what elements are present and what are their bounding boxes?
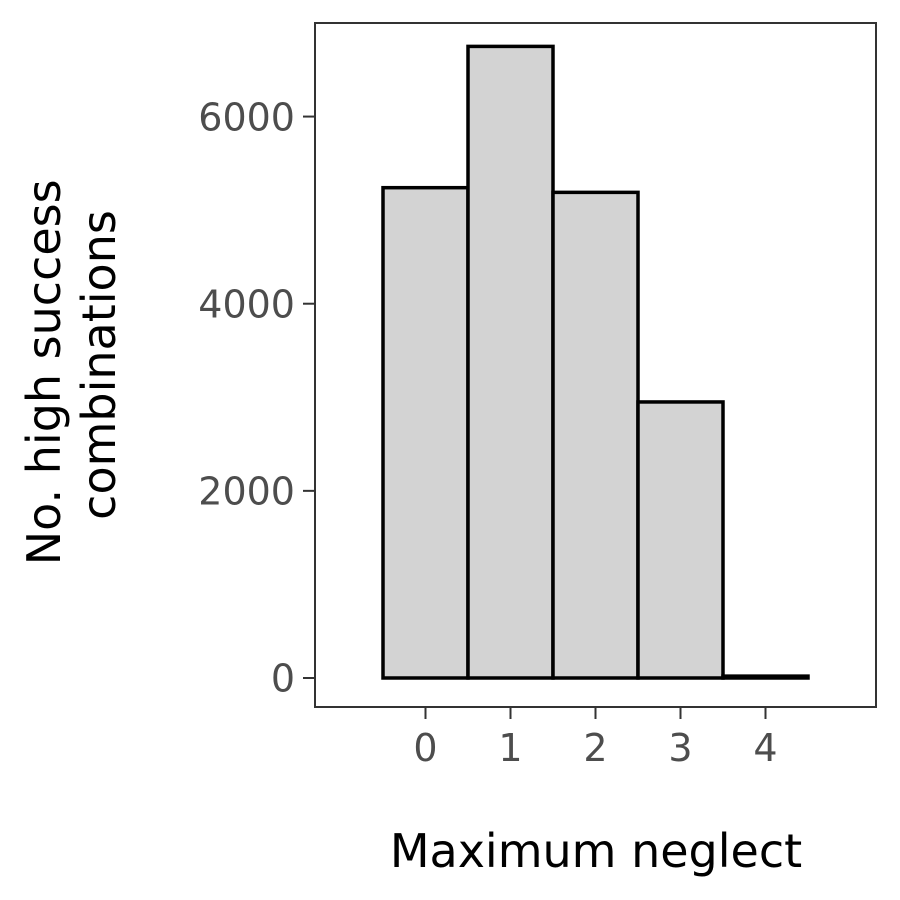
bar-0 — [381, 185, 470, 680]
x-tick-label: 0 — [413, 726, 437, 770]
y-tick-label: 0 — [271, 657, 295, 701]
y-tick-label: 4000 — [198, 282, 295, 326]
bar-3 — [636, 400, 725, 680]
y-axis-ticks: 0 2000 4000 6000 — [198, 95, 315, 701]
y-axis-title-line-2: combinations — [72, 210, 126, 520]
x-tick-label: 1 — [498, 726, 522, 770]
y-tick-label: 6000 — [198, 95, 295, 139]
y-tick-label: 2000 — [198, 470, 295, 514]
x-tick-label: 2 — [583, 726, 607, 770]
y-axis-title-line-1: No. high success — [17, 179, 71, 565]
bars-group — [381, 44, 810, 680]
x-tick-label: 3 — [668, 726, 692, 770]
bar-4 — [721, 674, 810, 680]
x-tick-label: 4 — [753, 726, 777, 770]
bar-1 — [466, 44, 555, 680]
y-axis-title: No. high success combinations — [17, 165, 126, 565]
x-axis-ticks: 0 1 2 3 4 — [413, 707, 778, 770]
x-axis-title: Maximum neglect — [390, 824, 802, 878]
bar-2 — [551, 190, 640, 680]
